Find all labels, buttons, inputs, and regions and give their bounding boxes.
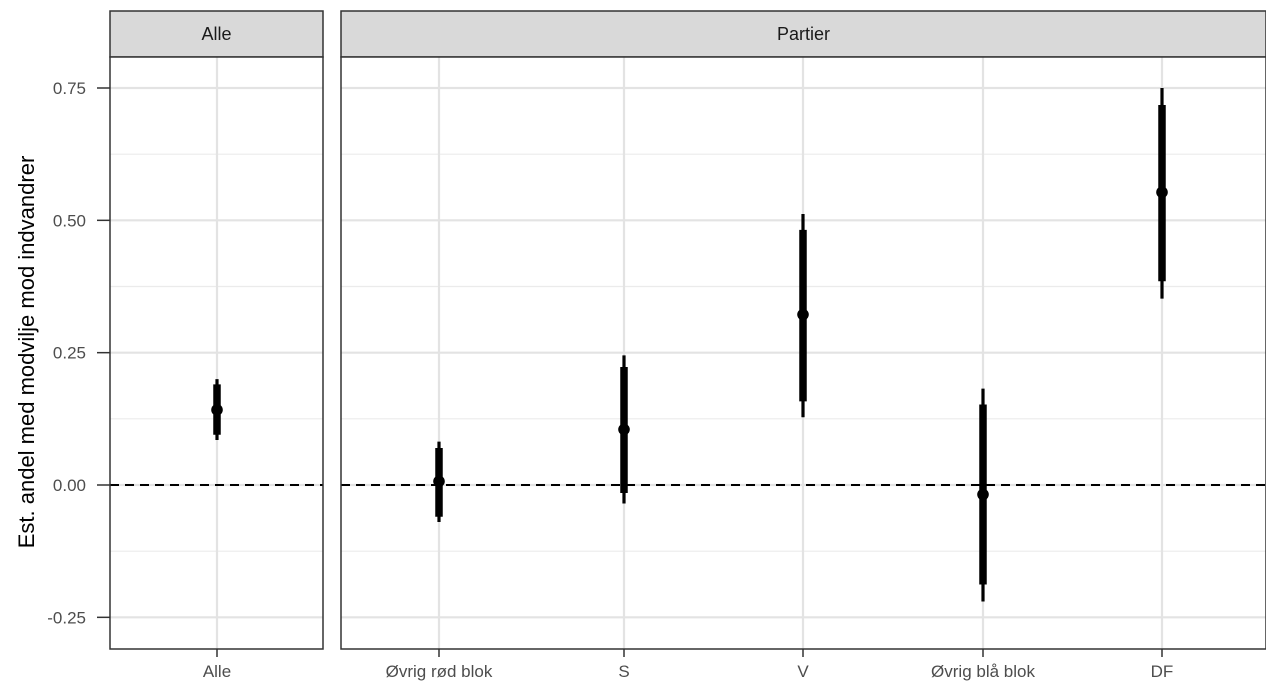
y-tick-label: 0.25 (53, 344, 86, 363)
strip-label: Partier (777, 24, 830, 44)
x-tick-label: S (618, 662, 629, 681)
y-tick-label: 0.50 (53, 211, 86, 230)
y-axis-title: Est. andel med modvilje mod indvandrer (14, 156, 39, 549)
point-estimate (211, 404, 223, 416)
x-tick-label: Øvrig rød blok (386, 662, 493, 681)
y-tick-label: 0.75 (53, 79, 86, 98)
facet-panels: Alle Alle Partier Øvrig rød blok S V Øvrig blå… (109, 10, 1266, 681)
x-tick-label: V (797, 662, 809, 681)
point-estimate (433, 475, 445, 488)
x-tick-label: DF (1151, 662, 1174, 681)
point-estimate (1156, 186, 1168, 199)
point-estimate (618, 423, 630, 436)
y-tick-label: 0.00 (53, 476, 86, 495)
x-tick-label: Alle (203, 662, 231, 681)
point-estimate (797, 308, 809, 321)
strip-background (340, 10, 1266, 58)
facet-panel: Alle Alle (109, 10, 324, 681)
point-estimate (977, 488, 989, 501)
x-tick-label: Øvrig blå blok (931, 662, 1035, 681)
y-tick-label: -0.25 (47, 608, 86, 627)
strip-background (109, 10, 324, 58)
strip-label: Alle (201, 24, 231, 44)
y-tick-labels: -0.25 0.00 0.25 0.50 0.75 (47, 79, 110, 627)
facet-panel: Partier Øvrig rød blok S V Øvrig blå blok DF (340, 10, 1266, 681)
